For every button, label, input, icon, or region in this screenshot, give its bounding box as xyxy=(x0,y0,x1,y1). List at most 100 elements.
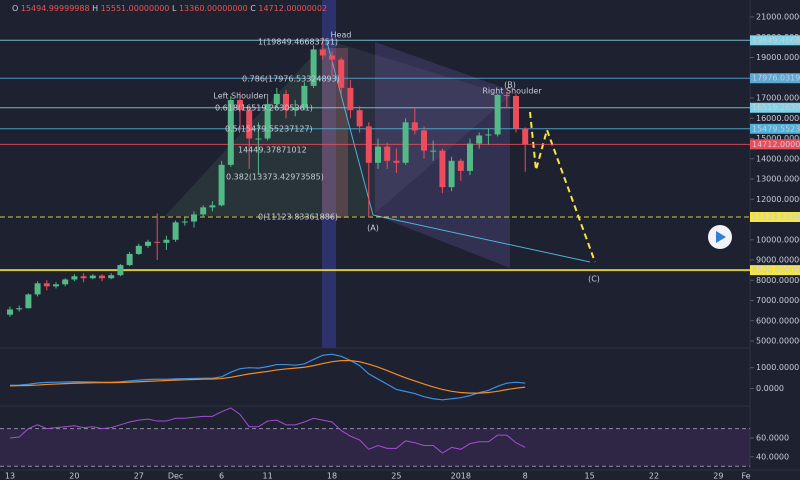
candle-body xyxy=(457,160,464,171)
rsi-line xyxy=(9,407,526,454)
y-tick-label: 17000.00000000 xyxy=(756,94,800,103)
candle-body xyxy=(172,222,179,240)
x-tick-label: 22 xyxy=(649,472,659,480)
candle-body xyxy=(448,160,455,188)
candle-body xyxy=(80,276,87,279)
fib-label: 0.786(17976.53324893) xyxy=(242,75,340,84)
y-tick-label: 7000.00000000 xyxy=(756,296,800,305)
x-tick-label: 18 xyxy=(327,472,337,480)
candle-body xyxy=(237,100,243,111)
ohlc-key: C xyxy=(250,4,256,13)
play-button[interactable] xyxy=(708,225,732,249)
y-tick-label: 21000.00000000 xyxy=(756,13,800,22)
candle-body xyxy=(126,253,133,266)
candle-body xyxy=(503,94,510,96)
macd-line xyxy=(9,353,526,401)
candle-body xyxy=(283,93,289,111)
candle-body xyxy=(273,93,280,105)
y-tick-label: 13000.00000000 xyxy=(756,175,800,184)
fib-label: 0(11123.83361886) xyxy=(258,213,338,222)
candle-body xyxy=(513,95,519,129)
candle-body xyxy=(71,276,78,280)
candle-body xyxy=(365,126,372,163)
candle-body xyxy=(384,146,391,161)
candle-body xyxy=(439,150,446,188)
x-tick-label: 6 xyxy=(219,472,224,480)
candle-body xyxy=(117,265,124,276)
candle-body xyxy=(347,87,354,111)
price-badge xyxy=(750,35,800,46)
candle-body xyxy=(329,55,335,60)
candle-body xyxy=(411,122,418,131)
macd-line xyxy=(9,360,526,394)
price-badge xyxy=(750,139,800,150)
x-tick-label: 13 xyxy=(5,472,15,480)
x-tick-label: 15 xyxy=(585,472,595,480)
ohlc-value: 15551.00000000 xyxy=(101,4,170,13)
price-badge xyxy=(750,265,800,276)
head-band xyxy=(322,0,336,348)
candle-body xyxy=(421,130,427,151)
price-badge-label: 14712.00000002 xyxy=(752,140,800,149)
ohlc-value: 15494.99999988 xyxy=(21,4,90,13)
y-tick-label: 8000.00000000 xyxy=(756,276,800,285)
candle-body xyxy=(89,275,96,279)
candle-body xyxy=(227,100,234,165)
fib-label: 1(19849.46683751) xyxy=(258,38,338,47)
candle-body xyxy=(301,85,308,109)
annotation: Head xyxy=(331,31,352,40)
price-badge-label: 11123.83361886 xyxy=(752,213,800,222)
candle-body xyxy=(476,135,483,144)
wave-line xyxy=(326,41,591,263)
y-tick-label: 9000.00000000 xyxy=(756,256,800,265)
pattern-triangle xyxy=(327,40,510,216)
ohlc-key: L xyxy=(172,4,177,13)
fib-label: 14449.37871012 xyxy=(238,146,307,155)
fib-label: 0.618(16519.26305361) xyxy=(215,104,313,113)
annotation: (A) xyxy=(367,224,379,233)
x-tick-label: 8 xyxy=(523,472,528,480)
candle-body xyxy=(108,275,115,279)
y-tick-label: 5000.00000000 xyxy=(756,337,800,346)
candle-body xyxy=(522,128,529,145)
candle-body xyxy=(135,245,142,254)
candle-body xyxy=(218,164,225,206)
candle-body xyxy=(145,241,151,246)
y-tick-label: 15000.00000000 xyxy=(756,134,800,143)
candle-body xyxy=(485,134,492,136)
play-icon[interactable] xyxy=(716,231,726,243)
candle-body xyxy=(494,94,501,135)
candle-body xyxy=(246,110,253,139)
candle-body xyxy=(402,122,409,163)
annotation: (C) xyxy=(588,275,600,284)
x-tick-label: Fe xyxy=(741,472,750,480)
candle-body xyxy=(209,205,216,208)
candle-body xyxy=(163,239,170,243)
y-tick-label: 19000.00000000 xyxy=(756,53,800,62)
x-tick-label: 20 xyxy=(69,472,79,480)
candle-body xyxy=(255,138,262,140)
candle-body xyxy=(154,241,161,243)
y-tick-label: 1000.0000 xyxy=(756,363,799,372)
candle-body xyxy=(430,150,437,152)
annotation: Right Shoulder xyxy=(482,87,542,96)
candle-body xyxy=(338,59,345,88)
candle-body xyxy=(467,143,473,171)
annotation: Left Shoulder xyxy=(213,92,267,101)
y-tick-label: 40.0000 xyxy=(756,452,789,461)
fib-label: 0.382(13373.42973585) xyxy=(226,173,324,182)
candle-body xyxy=(356,110,363,127)
price-badge-label: 8500.00000000 xyxy=(752,266,800,275)
x-tick-label: 2018 xyxy=(451,472,471,480)
candle-body xyxy=(181,221,188,223)
candle-body xyxy=(53,284,59,287)
candle-body xyxy=(34,283,41,295)
x-tick-label: 25 xyxy=(391,472,401,480)
candle-body xyxy=(25,294,32,309)
x-tick-label: 29 xyxy=(713,472,723,480)
candle-body xyxy=(375,146,381,163)
candle-body xyxy=(7,309,13,315)
y-tick-label: 0.0000 xyxy=(756,384,784,393)
candle-body xyxy=(191,214,197,222)
